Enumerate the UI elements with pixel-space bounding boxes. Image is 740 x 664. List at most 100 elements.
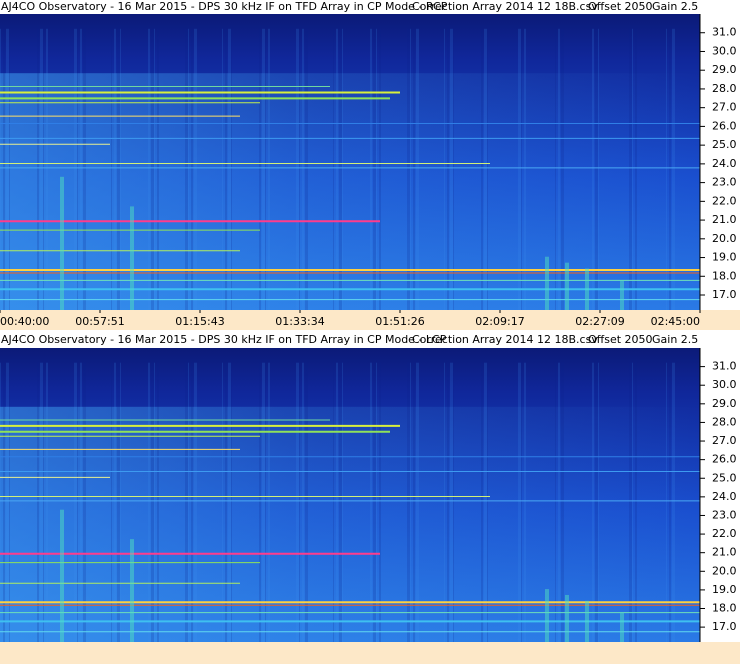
column-stripe (154, 362, 155, 642)
column-stripe (410, 362, 411, 642)
column-stripe (222, 362, 223, 642)
column-stripe (669, 362, 671, 642)
x-tick-label: 00:57:51 (75, 315, 124, 328)
y-tick-label: 25.0 (712, 471, 737, 484)
column-stripe (299, 362, 300, 642)
x-axis-panel (0, 642, 740, 664)
y-tick-label: 19.0 (712, 251, 737, 264)
column-stripe (302, 28, 304, 311)
x-axis-panel (0, 310, 740, 330)
column-stripe (370, 28, 372, 311)
column-stripe (268, 362, 270, 642)
column-stripe (672, 28, 675, 311)
column-stripe (120, 362, 121, 642)
y-tick-label: 26.0 (712, 119, 737, 132)
column-stripe (157, 28, 159, 311)
column-stripe (481, 362, 483, 642)
column-stripe (598, 362, 599, 642)
column-stripe (296, 362, 299, 642)
column-stripe (43, 362, 44, 642)
chart-title: AJ4CO Observatory - 16 Mar 2015 - DPS 30… (1, 0, 448, 13)
column-stripe (259, 362, 261, 642)
column-stripe (9, 362, 10, 642)
y-tick-label: 22.0 (712, 194, 737, 207)
column-stripe (453, 28, 454, 311)
column-stripe (592, 362, 594, 642)
column-stripe (416, 28, 419, 311)
column-stripe (188, 362, 189, 642)
column-stripe (117, 28, 120, 311)
y-tick-label: 20.0 (712, 232, 737, 245)
column-stripe (339, 28, 342, 311)
file-name: Correction Array 2014 12 18B.csv (412, 0, 598, 13)
annotation: Gain 2.5 (652, 333, 698, 346)
annotation: Offset 2050 (588, 333, 653, 346)
column-stripe (453, 362, 454, 642)
column-stripe (0, 362, 1, 642)
file-name: Correction Array 2014 12 18B.csv (412, 333, 598, 346)
column-stripe (302, 362, 304, 642)
column-stripe (558, 362, 560, 642)
column-stripe (222, 28, 223, 311)
y-axis-panel (700, 14, 740, 310)
column-stripe (370, 362, 372, 642)
column-stripe (80, 28, 82, 311)
column-stripe (185, 28, 188, 311)
column-stripe (342, 28, 343, 311)
column-stripe (228, 362, 231, 642)
y-tick-label: 24.0 (712, 490, 737, 503)
column-stripe (83, 362, 86, 642)
y-axis-panel (700, 348, 740, 642)
column-stripe (592, 28, 594, 311)
column-stripe (561, 362, 564, 642)
y-tick-label: 18.0 (712, 269, 737, 282)
column-stripe (635, 362, 637, 642)
column-stripe (484, 28, 487, 311)
column-stripe (672, 362, 675, 642)
column-stripe (231, 28, 232, 311)
column-stripe (74, 362, 77, 642)
burst (60, 176, 64, 310)
column-stripe (111, 362, 112, 642)
column-stripe (194, 28, 197, 311)
column-stripe (6, 362, 9, 642)
column-stripe (154, 28, 155, 311)
column-stripe (268, 28, 270, 311)
column-stripe (157, 362, 159, 642)
column-stripe (191, 28, 193, 311)
column-stripe (629, 362, 632, 642)
column-stripe (37, 362, 39, 642)
column-stripe (9, 28, 10, 311)
x-tick-label: 02:27:09 (575, 315, 624, 328)
column-stripe (518, 362, 521, 642)
burst (565, 594, 569, 642)
column-stripe (416, 362, 419, 642)
column-stripe (444, 362, 445, 642)
column-stripe (77, 362, 78, 642)
y-tick-label: 29.0 (712, 63, 737, 76)
burst (585, 600, 589, 642)
y-tick-label: 19.0 (712, 583, 737, 596)
column-stripe (151, 362, 154, 642)
column-stripe (379, 362, 381, 642)
column-stripe (555, 28, 556, 311)
column-stripe (342, 362, 343, 642)
column-stripe (376, 362, 377, 642)
column-stripe (80, 362, 82, 642)
x-tick-label: 02:09:17 (475, 315, 524, 328)
column-stripe (3, 28, 5, 311)
y-tick-label: 23.0 (712, 508, 737, 521)
column-stripe (336, 28, 338, 311)
column-stripe (595, 362, 598, 642)
y-tick-label: 31.0 (712, 360, 737, 373)
column-stripe (336, 362, 338, 642)
column-stripe (598, 28, 599, 311)
column-stripe (77, 28, 78, 311)
burst (620, 612, 624, 642)
column-stripe (148, 362, 150, 642)
column-stripe (561, 28, 564, 311)
y-tick-label: 30.0 (712, 378, 737, 391)
column-stripe (262, 362, 265, 642)
column-stripe (305, 362, 308, 642)
y-tick-label: 22.0 (712, 527, 737, 540)
